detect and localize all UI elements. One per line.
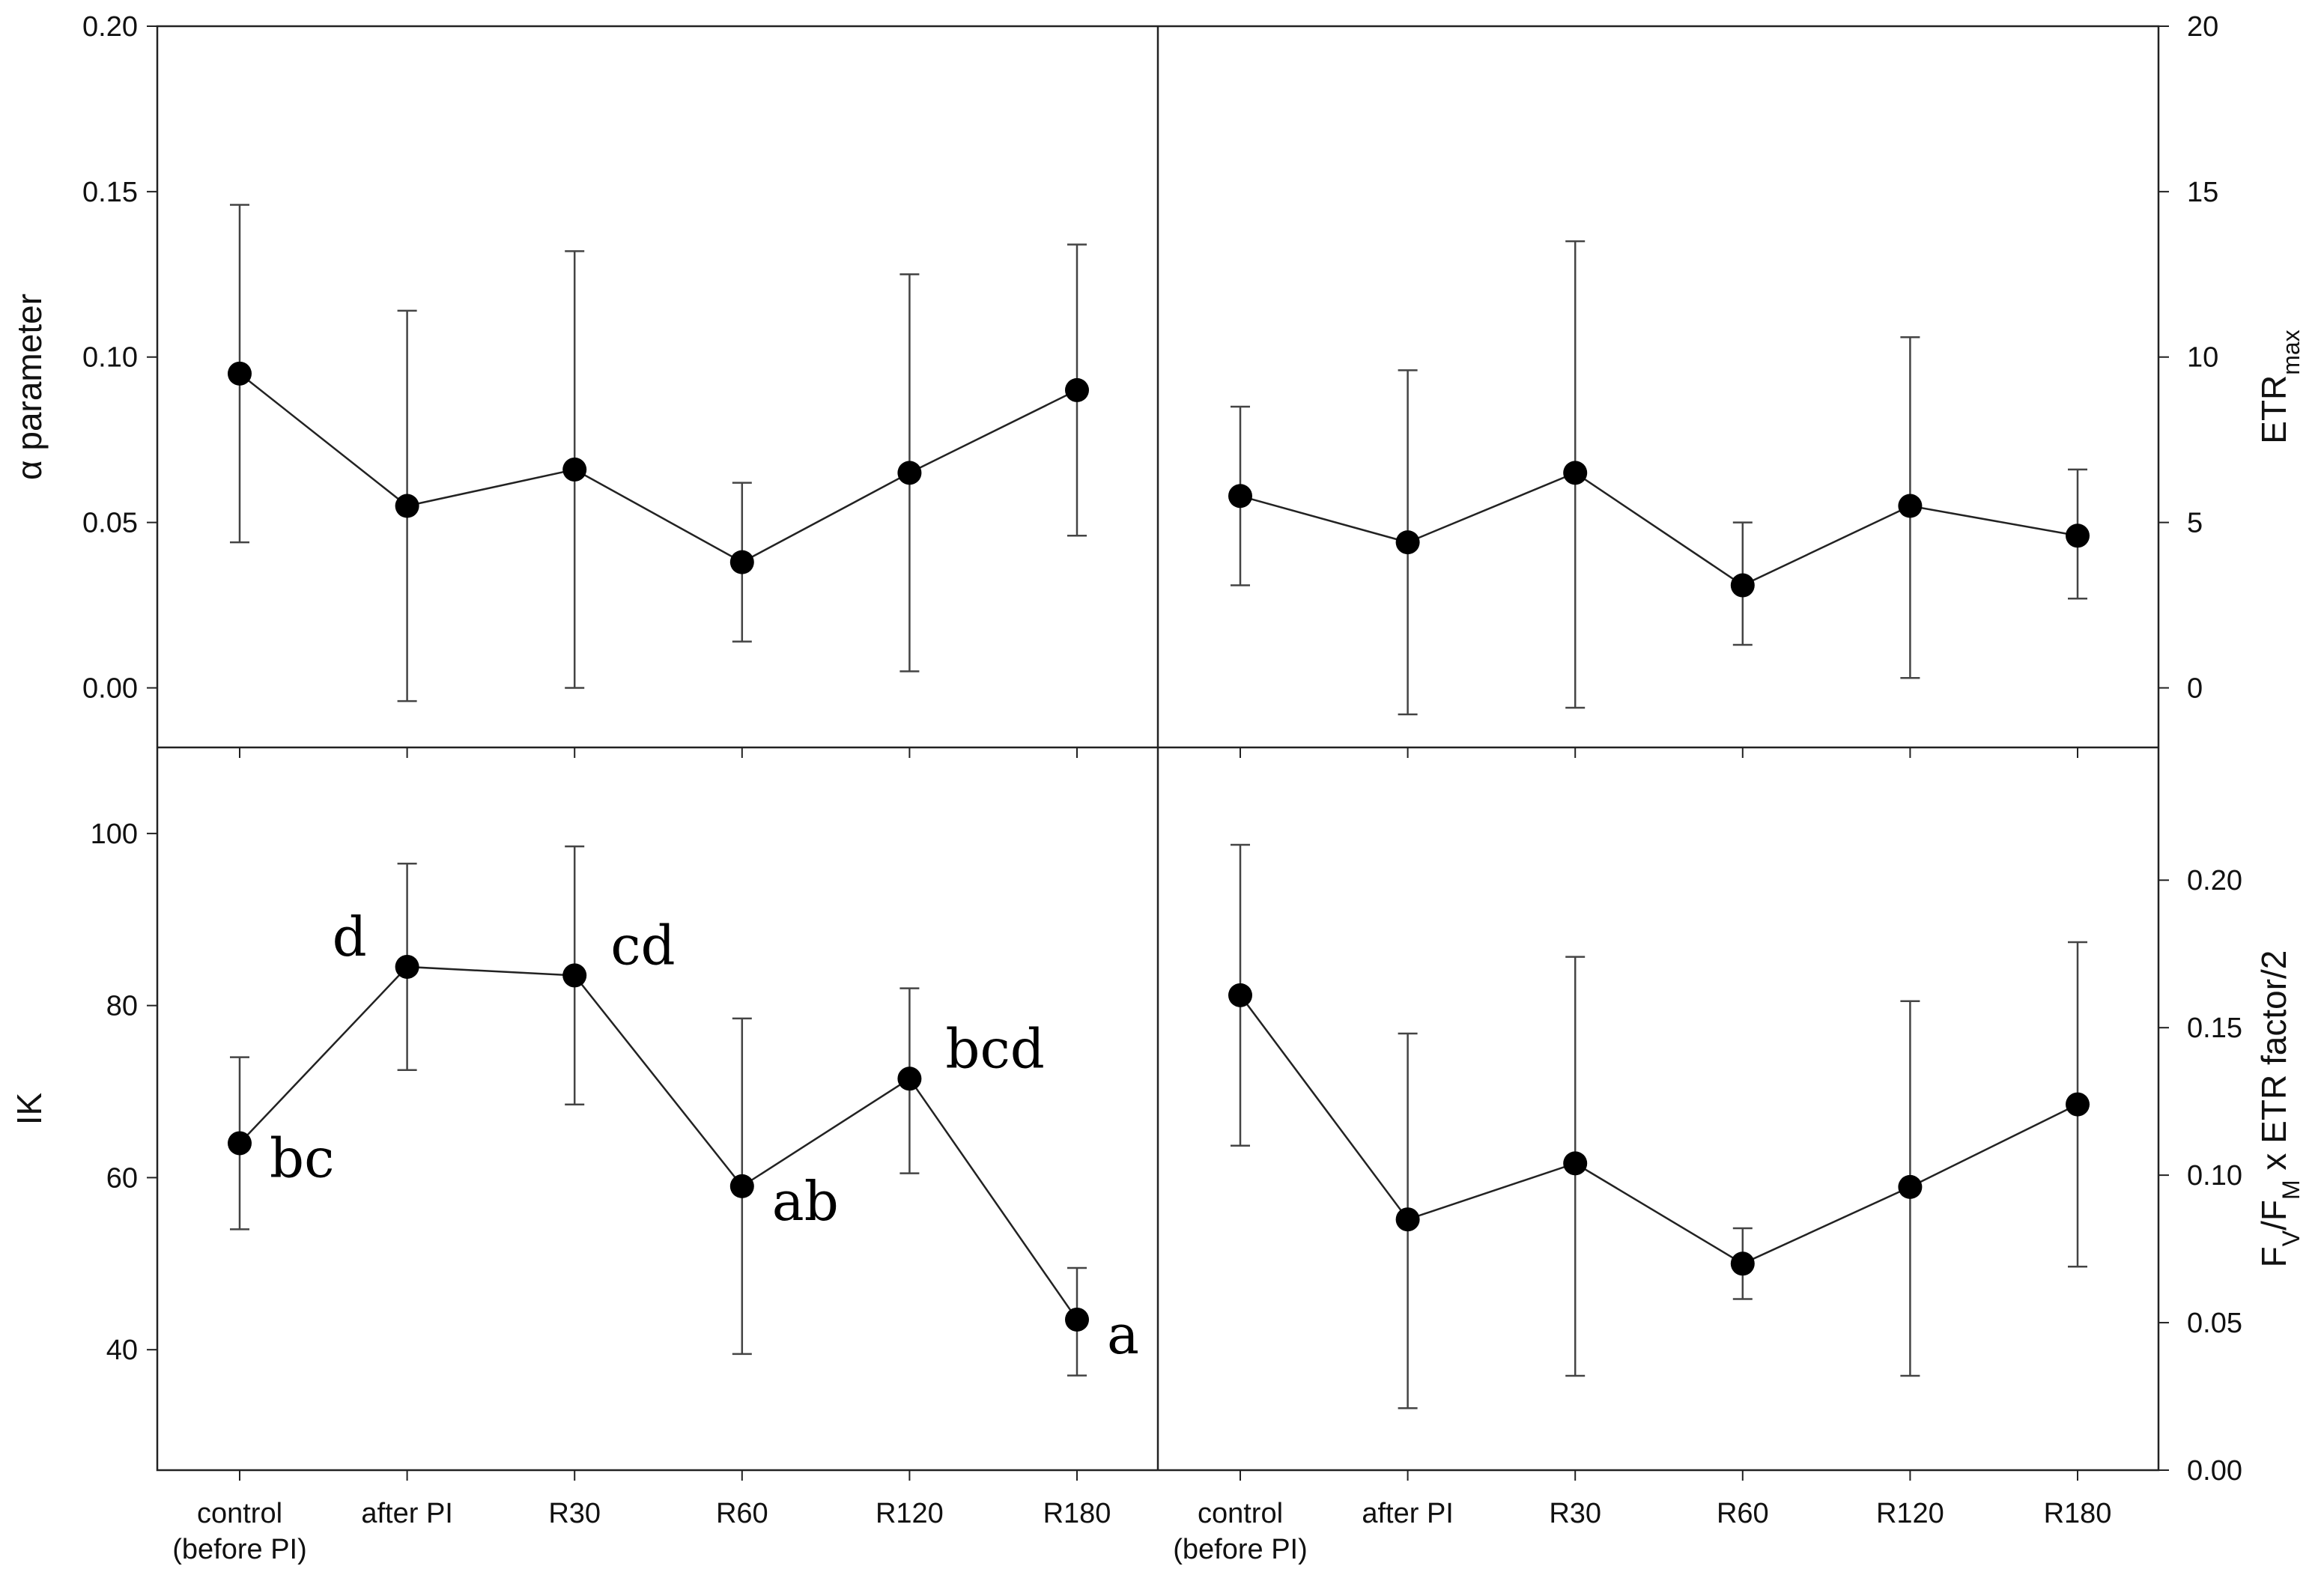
y-axis-title-subscript: max — [2278, 330, 2305, 374]
data-point — [2066, 1092, 2090, 1117]
series-line — [239, 372, 1078, 564]
y-tick-label: 80 — [106, 991, 138, 1022]
y-axis-title-part: /F — [2254, 1200, 2293, 1230]
x-category-label: (before PI) — [172, 1534, 307, 1565]
panels-layer: 0.00 0.05 0.10 0.15 0.20 α parameter 0 5 10 15 20 E… — [10, 11, 2305, 1565]
y-tick-label: 0.10 — [2187, 1160, 2242, 1192]
panel-top-left: 0.00 0.05 0.10 0.15 0.20 α parameter — [10, 11, 1089, 758]
y-tick-label: 0.20 — [82, 11, 138, 43]
y-tick-label: 20 — [2187, 11, 2218, 43]
y-axis-title: FV/FM x ETR factor/2 — [2254, 950, 2305, 1268]
data-point — [2066, 524, 2090, 548]
x-category-label: R180 — [1043, 1498, 1111, 1529]
y-tick-label: 0.05 — [82, 508, 138, 539]
data-point — [1395, 1207, 1420, 1232]
data-point — [228, 361, 252, 386]
data-point — [1395, 530, 1420, 555]
y-axis-title-main: ETR — [2254, 375, 2293, 444]
x-category-label: control — [1198, 1498, 1283, 1529]
data-point — [1730, 573, 1755, 598]
y-tick-label: 0.00 — [2187, 1455, 2242, 1487]
data-point — [1065, 377, 1089, 402]
y-tick-label: 0.10 — [82, 342, 138, 374]
x-category-label: R30 — [1549, 1498, 1601, 1529]
y-tick-label: 60 — [106, 1162, 138, 1194]
y-axis-title: α parameter — [10, 294, 49, 480]
y-axis-title-part: M — [2278, 1180, 2305, 1200]
data-point — [1228, 484, 1252, 509]
x-category-label: R120 — [876, 1498, 944, 1529]
y-tick-label: 0.15 — [2187, 1013, 2242, 1044]
x-category-label: R30 — [548, 1498, 601, 1529]
significance-label: d — [333, 905, 367, 968]
significance-label: cd — [610, 914, 675, 977]
y-tick-label: 0.20 — [2187, 865, 2242, 896]
data-point — [395, 494, 419, 518]
y-axis-title-part: V — [2278, 1230, 2305, 1246]
panel-top-right: 0 5 10 15 20 ETRmax — [1228, 11, 2305, 758]
y-axis-title: IK — [10, 1092, 49, 1125]
panel-bottom-right: 0.00 0.05 0.10 0.15 0.20 control (before PI) af… — [1173, 843, 2305, 1565]
data-point — [562, 963, 587, 988]
x-category-label: R60 — [1717, 1498, 1769, 1529]
x-category-label: R60 — [716, 1498, 768, 1529]
y-axis-title-part: x ETR factor/2 — [2254, 950, 2293, 1180]
significance-label: a — [1107, 1303, 1139, 1366]
data-point — [897, 461, 922, 485]
y-tick-label: 0 — [2187, 673, 2203, 704]
series-line — [1240, 471, 2078, 586]
series-line — [239, 965, 1078, 1320]
panel-bottom-left: 40 60 80 100 control (before PI) after PI R30 R6… — [10, 819, 1139, 1565]
y-tick-label: 0.00 — [82, 673, 138, 704]
y-tick-label: 100 — [91, 819, 138, 850]
data-point — [897, 1066, 922, 1091]
x-category-label: after PI — [361, 1498, 453, 1529]
data-point — [1065, 1307, 1089, 1332]
significance-label: bc — [270, 1126, 334, 1189]
data-point — [1898, 1174, 1923, 1199]
y-tick-label: 0.05 — [2187, 1308, 2242, 1339]
data-point — [562, 457, 587, 482]
frame-layer — [156, 25, 2160, 1472]
data-point — [729, 1174, 754, 1198]
data-point — [729, 550, 754, 574]
y-axis-title: ETRmax — [2254, 330, 2305, 443]
data-point — [1563, 1151, 1588, 1176]
x-category-label: R120 — [1876, 1498, 1944, 1529]
x-category-label: (before PI) — [1173, 1534, 1308, 1565]
x-category-label: R180 — [2044, 1498, 2112, 1529]
data-point — [1563, 461, 1588, 485]
data-point — [1228, 983, 1252, 1007]
significance-label: bcd — [945, 1017, 1045, 1080]
y-tick-label: 15 — [2187, 177, 2218, 208]
data-point — [395, 954, 419, 979]
y-axis-title-part: F — [2254, 1246, 2293, 1267]
series-line — [1239, 995, 2078, 1265]
data-point — [1898, 494, 1923, 518]
x-category-label: after PI — [1362, 1498, 1454, 1529]
y-tick-label: 5 — [2187, 508, 2203, 539]
data-point — [228, 1131, 252, 1156]
data-point — [1730, 1251, 1755, 1276]
y-tick-label: 10 — [2187, 342, 2218, 374]
significance-label: ab — [772, 1170, 839, 1233]
x-category-label: control — [197, 1498, 282, 1529]
y-tick-label: 40 — [106, 1335, 138, 1366]
y-tick-label: 0.15 — [82, 177, 138, 208]
